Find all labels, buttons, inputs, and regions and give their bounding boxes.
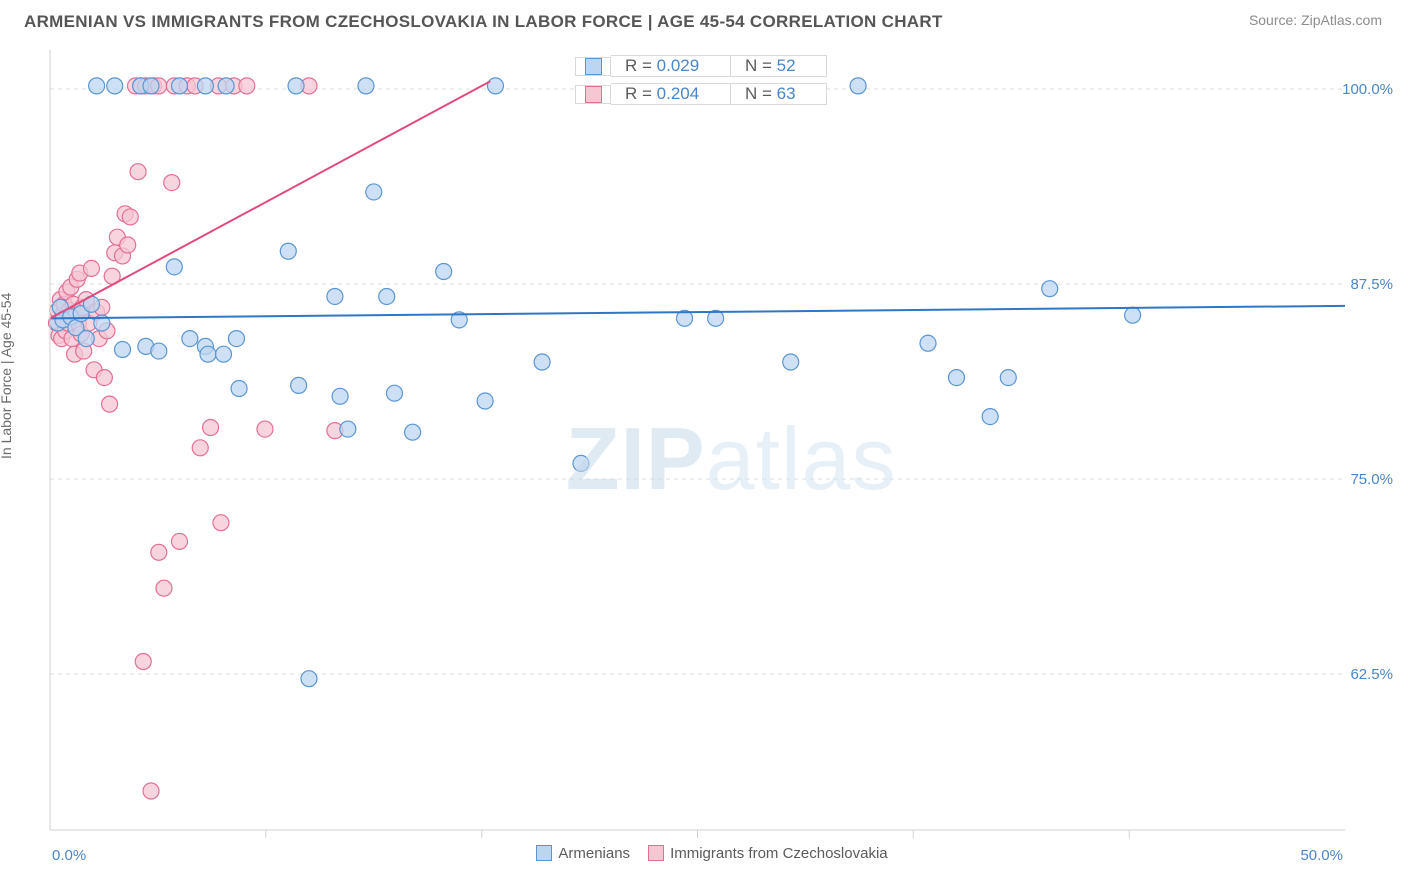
correlation-legend: R = 0.029N = 52R = 0.204N = 63 bbox=[575, 52, 827, 108]
svg-text:75.0%: 75.0% bbox=[1350, 471, 1393, 488]
legend-row-czech: R = 0.204N = 63 bbox=[575, 80, 827, 108]
y-axis-label: In Labor Force | Age 45-54 bbox=[0, 293, 14, 459]
series-legend: Armenians Immigrants from Czechoslovakia bbox=[0, 845, 1406, 862]
chart-area: In Labor Force | Age 45-54 ZIPatlas 62.5… bbox=[0, 40, 1406, 878]
svg-text:100.0%: 100.0% bbox=[1342, 81, 1393, 98]
legend-label-czech: Immigrants from Czechoslovakia bbox=[670, 845, 888, 862]
legend-row-armenians: R = 0.029N = 52 bbox=[575, 52, 827, 80]
source-label: Source: ZipAtlas.com bbox=[1249, 12, 1382, 28]
scatter-chart: 62.5%75.0%87.5%100.0%0.0%50.0% bbox=[0, 40, 1406, 878]
svg-text:62.5%: 62.5% bbox=[1350, 666, 1393, 683]
chart-title: ARMENIAN VS IMMIGRANTS FROM CZECHOSLOVAK… bbox=[24, 12, 943, 32]
svg-text:87.5%: 87.5% bbox=[1350, 276, 1393, 293]
legend-label-armenians: Armenians bbox=[558, 845, 630, 862]
